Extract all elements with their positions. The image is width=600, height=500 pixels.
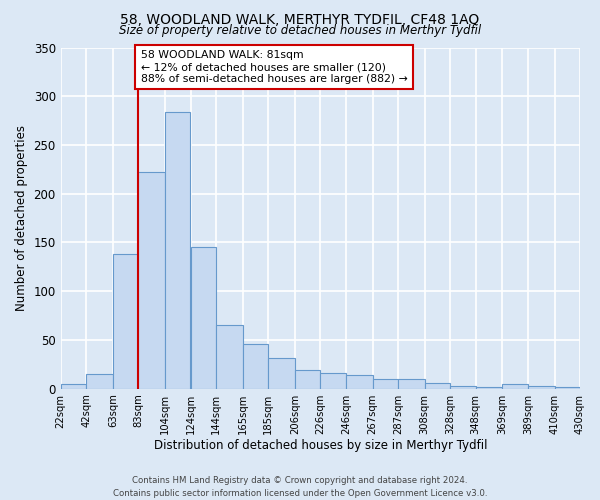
Bar [191,248,216,388]
Bar [216,326,242,388]
Bar [268,358,295,388]
Text: 58 WOODLAND WALK: 81sqm
← 12% of detached houses are smaller (120)
88% of semi-d: 58 WOODLAND WALK: 81sqm ← 12% of detache… [141,50,407,84]
Bar [502,384,528,388]
X-axis label: Distribution of detached houses by size in Merthyr Tydfil: Distribution of detached houses by size … [154,440,487,452]
Bar [61,384,86,388]
Bar [242,344,268,389]
Bar [425,383,450,388]
Y-axis label: Number of detached properties: Number of detached properties [15,125,28,311]
Text: Contains HM Land Registry data © Crown copyright and database right 2024.
Contai: Contains HM Land Registry data © Crown c… [113,476,487,498]
Bar [528,386,554,388]
Bar [165,112,190,388]
Bar [398,379,425,388]
Bar [139,172,165,388]
Bar [295,370,320,388]
Text: Size of property relative to detached houses in Merthyr Tydfil: Size of property relative to detached ho… [119,24,481,37]
Bar [86,374,113,388]
Bar [113,254,139,388]
Bar [450,386,476,388]
Text: 58, WOODLAND WALK, MERTHYR TYDFIL, CF48 1AQ: 58, WOODLAND WALK, MERTHYR TYDFIL, CF48 … [121,12,479,26]
Bar [373,379,398,388]
Bar [320,373,346,388]
Bar [476,387,502,388]
Bar [554,387,580,388]
Bar [346,375,373,388]
